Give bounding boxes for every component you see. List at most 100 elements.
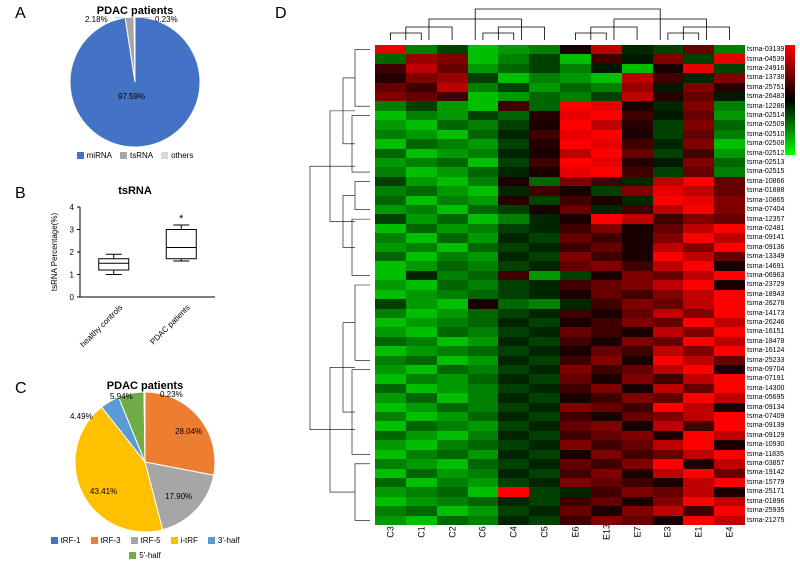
heatmap-cell	[683, 214, 714, 223]
heatmap-cell	[468, 83, 499, 92]
heatmap-cell	[406, 101, 437, 110]
heatmap-cell	[622, 130, 653, 139]
heatmap-cell	[622, 205, 653, 214]
heatmap-cell	[653, 374, 684, 383]
heatmap-cell	[529, 450, 560, 459]
row-label: tsrna-09704	[747, 365, 797, 374]
heatmap-cell	[529, 440, 560, 449]
heatmap-cell	[529, 327, 560, 336]
heatmap-cell	[622, 374, 653, 383]
heatmap-cell	[591, 92, 622, 101]
heatmap-cell	[406, 450, 437, 459]
legend-swatch	[171, 537, 178, 544]
heatmap-cell	[406, 261, 437, 270]
heatmap-cell	[683, 365, 714, 374]
heatmap-cell	[437, 233, 468, 242]
heatmap-cell	[560, 177, 591, 186]
heatmap-cell	[468, 374, 499, 383]
heatmap-cell	[622, 506, 653, 515]
heatmap-cell	[683, 403, 714, 412]
heatmap-cell	[529, 130, 560, 139]
heatmap-cell	[468, 280, 499, 289]
heatmap-cell	[468, 393, 499, 402]
heatmap-cell	[683, 261, 714, 270]
heatmap-cell	[560, 130, 591, 139]
heatmap-cell	[406, 318, 437, 327]
heatmap-cell	[375, 252, 406, 261]
row-label: tsrna-09129	[747, 431, 797, 440]
heatmap-cell	[406, 130, 437, 139]
legend-label: tRF-3	[101, 536, 121, 545]
heatmap-cell	[622, 252, 653, 261]
heatmap-cell	[683, 421, 714, 430]
legend-item: i-tRF	[171, 536, 198, 545]
heatmap-cell	[714, 92, 745, 101]
col-label: E4	[725, 517, 735, 548]
legend-item: others	[161, 151, 193, 160]
heatmap-cell	[560, 111, 591, 120]
heatmap-cell	[622, 450, 653, 459]
heatmap-cell	[714, 280, 745, 289]
heatmap-cell	[437, 205, 468, 214]
heatmap-cell	[714, 393, 745, 402]
heatmap-cell	[653, 271, 684, 280]
heatmap-cell	[683, 459, 714, 468]
heatmap-cell	[529, 459, 560, 468]
heatmap-cell	[560, 73, 591, 82]
heatmap-cell	[591, 186, 622, 195]
heatmap-cell	[498, 384, 529, 393]
heatmap-cell	[560, 186, 591, 195]
heatmap-cell	[406, 271, 437, 280]
heatmap-cell	[714, 497, 745, 506]
heatmap-cell	[622, 403, 653, 412]
heatmap-cell	[653, 54, 684, 63]
heatmap-cell	[714, 158, 745, 167]
heatmap-cell	[529, 224, 560, 233]
heatmap-cell	[560, 290, 591, 299]
heatmap-cell	[437, 271, 468, 280]
heatmap-cell	[468, 186, 499, 195]
heatmap-cell	[653, 177, 684, 186]
heatmap-cell	[529, 346, 560, 355]
panel-label-b: B	[15, 185, 26, 203]
heatmap-cell	[498, 290, 529, 299]
heatmap-cell	[468, 252, 499, 261]
heatmap-cell	[653, 431, 684, 440]
heatmap-cell	[406, 421, 437, 430]
heatmap-cell	[653, 280, 684, 289]
heatmap-cell	[714, 299, 745, 308]
heatmap-cell	[468, 450, 499, 459]
heatmap-cell	[591, 158, 622, 167]
legend-swatch	[161, 152, 168, 159]
heatmap-cell	[498, 318, 529, 327]
heatmap-cell	[714, 309, 745, 318]
heatmap-cell	[683, 196, 714, 205]
heatmap-cell	[591, 309, 622, 318]
heatmap-cell	[653, 487, 684, 496]
heatmap-cell	[683, 374, 714, 383]
heatmap-cell	[529, 167, 560, 176]
heatmap-cell	[560, 92, 591, 101]
heatmap-cell	[406, 167, 437, 176]
legend-item: 5'-half	[129, 551, 161, 560]
heatmap-cell	[529, 252, 560, 261]
heatmap-cell	[714, 374, 745, 383]
heatmap-cell	[437, 186, 468, 195]
heatmap-cell	[683, 167, 714, 176]
heatmap-cell	[375, 73, 406, 82]
heatmap-cell	[560, 431, 591, 440]
heatmap-cell	[653, 459, 684, 468]
heatmap-cell	[653, 450, 684, 459]
heatmap-cell	[498, 205, 529, 214]
heatmap-cell	[653, 412, 684, 421]
legend-swatch	[131, 537, 138, 544]
heatmap-cell	[375, 139, 406, 148]
heatmap-cell	[406, 374, 437, 383]
heatmap-cell	[437, 346, 468, 355]
heatmap-cell	[622, 356, 653, 365]
heatmap-cell	[468, 167, 499, 176]
heatmap-cell	[406, 497, 437, 506]
heatmap-cell	[375, 54, 406, 63]
heatmap-cell	[468, 299, 499, 308]
heatmap-cell	[714, 54, 745, 63]
